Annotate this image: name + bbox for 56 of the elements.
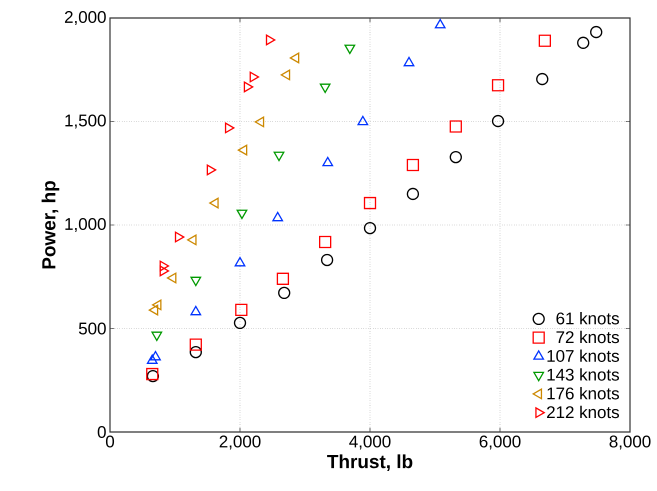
point (492, 114, 504, 128)
point (590, 26, 602, 38)
legend-label: 212 knots (547, 406, 619, 418)
y-axis-title: Power, hp (42, 181, 60, 268)
legend-label: 61 knots (556, 312, 619, 324)
point (190, 306, 202, 316)
point (209, 198, 219, 208)
point (434, 18, 446, 28)
point (190, 346, 202, 358)
point (450, 150, 462, 164)
x-tick-label: 6,000 (480, 436, 521, 450)
point (536, 72, 548, 86)
point (364, 196, 376, 210)
y-tick-label: 1,000 (65, 218, 106, 232)
point (278, 286, 290, 300)
point (280, 70, 290, 80)
point (322, 156, 334, 166)
x-axis-title: Thrust, lb (327, 454, 412, 471)
x-tick-label: 2,000 (220, 436, 261, 450)
point (234, 256, 246, 266)
point (272, 212, 284, 222)
point (450, 120, 462, 133)
y-tick-label: 0 (98, 426, 106, 438)
legend-label: 107 knots (547, 350, 619, 362)
point (357, 116, 368, 126)
point (320, 254, 334, 266)
x-tick-label: 0 (106, 436, 114, 448)
point (538, 34, 552, 47)
point (234, 316, 246, 330)
y-tick-label: 2,000 (64, 10, 106, 25)
point (150, 350, 161, 360)
point (276, 272, 290, 285)
x-tick-label: 8,000 (610, 436, 651, 450)
x-tick-label: 4,000 (349, 436, 391, 450)
point (254, 116, 264, 128)
point (492, 79, 504, 92)
point (577, 36, 590, 49)
legend-label: 143 knots (547, 368, 619, 381)
point (190, 338, 202, 351)
point (364, 222, 376, 234)
point (406, 188, 420, 200)
y-tick-label: 500 (78, 322, 106, 334)
point (166, 272, 176, 284)
point (148, 304, 158, 316)
point (146, 354, 158, 364)
point (290, 52, 300, 64)
point (406, 158, 420, 172)
point (238, 144, 248, 156)
point (152, 299, 162, 310)
point (187, 234, 197, 246)
y-tick-label: 1,500 (65, 114, 106, 128)
point (235, 304, 248, 316)
legend-label: 176 knots (547, 387, 619, 400)
legend-label: 72 knots (556, 330, 619, 344)
point (404, 56, 414, 66)
point (319, 236, 332, 248)
